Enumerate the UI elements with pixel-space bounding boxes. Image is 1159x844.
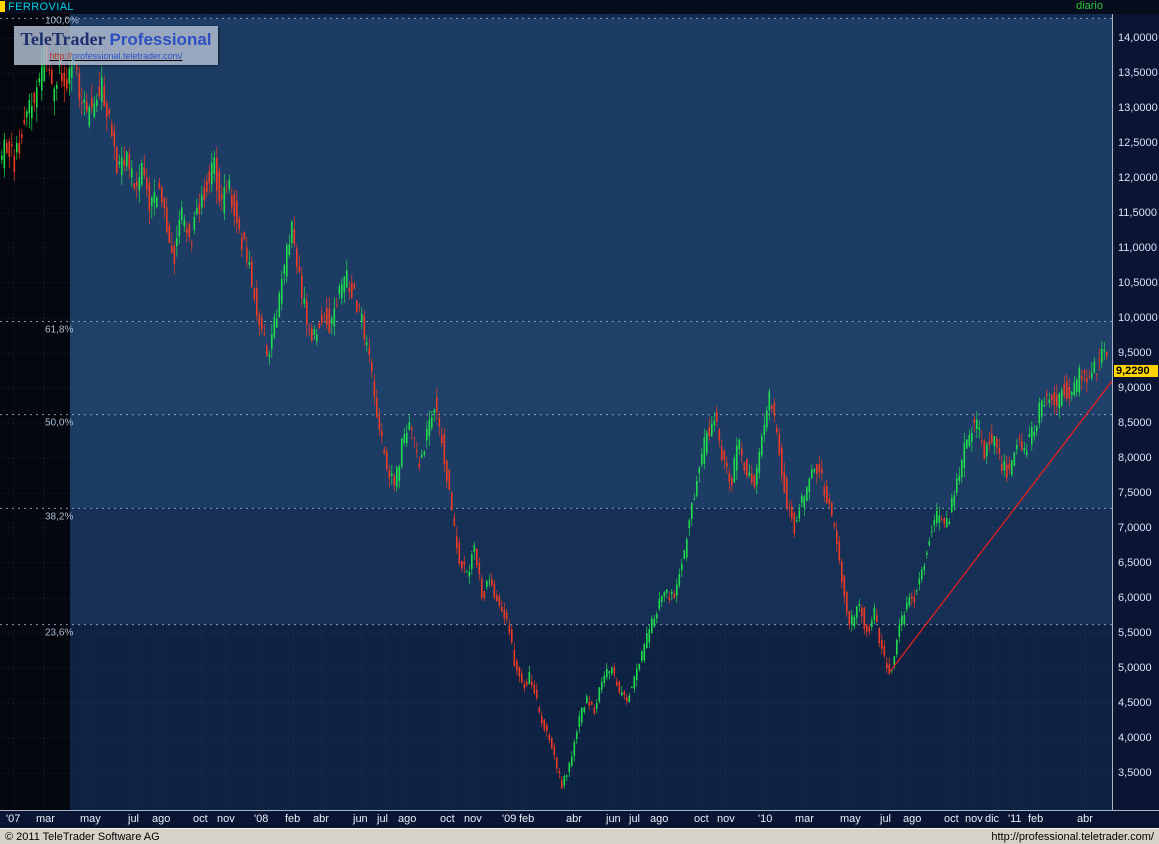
watermark-brand-professional: Professional <box>109 30 212 49</box>
time-tick-label: jul <box>128 813 140 825</box>
watermark-brand: TeleTrader Professional <box>20 29 212 50</box>
time-tick-label: '11 <box>1008 813 1022 825</box>
time-tick-label: jul <box>880 813 892 825</box>
price-tick-label: 6,5000 <box>1118 557 1152 569</box>
time-tick-label: abr <box>1077 813 1093 825</box>
price-tick-label: 13,0000 <box>1118 102 1158 114</box>
price-tick-label: 12,0000 <box>1118 172 1158 184</box>
price-tick-label: 10,0000 <box>1118 312 1158 324</box>
price-tick-label: 6,0000 <box>1118 592 1152 604</box>
price-tick-label: 4,0000 <box>1118 732 1152 744</box>
price-tick-label: 11,0000 <box>1118 242 1157 254</box>
fib-levels: 100,0% 61,8% 50,0% 38,2% 23,6% <box>0 15 1112 639</box>
price-tick-label: 9,5000 <box>1118 347 1152 359</box>
time-tick-label: may <box>840 813 861 825</box>
time-tick-label: feb <box>1028 813 1044 825</box>
fib-level-label: 100,0% <box>45 15 79 26</box>
time-tick-label: feb <box>285 813 301 825</box>
price-axis[interactable]: 9,2290 14,0000 13,5000 13,0000 12,5000 12,00… <box>1112 0 1159 810</box>
time-tick-label: nov <box>717 813 735 825</box>
time-tick-label: may <box>80 813 101 825</box>
price-tick-label: 13,5000 <box>1118 67 1158 79</box>
time-tick-label: ago <box>903 813 922 825</box>
chart-header: FERROVIAL diario <box>0 0 1159 14</box>
time-tick-label: mar <box>36 813 55 825</box>
time-tick-label: jun <box>606 813 621 825</box>
time-tick-label: '08 <box>254 813 269 825</box>
copyright-text: © 2011 TeleTrader Software AG <box>5 830 160 843</box>
price-tick-label: 9,0000 <box>1118 382 1152 394</box>
price-tick-label: 10,5000 <box>1118 277 1158 289</box>
trend-line[interactable] <box>889 380 1112 672</box>
time-tick-label: abr <box>313 813 329 825</box>
price-tick-label: 12,5000 <box>1118 137 1158 149</box>
time-tick-label: nov <box>217 813 235 825</box>
time-axis[interactable]: '07 mar may jul ago oct nov '08 feb abr jun jul ago o… <box>0 810 1159 828</box>
time-tick-label: jun <box>353 813 368 825</box>
watermark: TeleTrader Professional http://profession… <box>14 26 218 65</box>
price-tick-label: 7,5000 <box>1118 487 1152 499</box>
fib-level-label: 50,0% <box>45 418 73 429</box>
status-bar: © 2011 TeleTrader Software AG http://pro… <box>0 828 1159 844</box>
left-dark-band <box>0 0 70 810</box>
price-tick-label: 8,5000 <box>1118 417 1152 429</box>
fib-level-label: 38,2% <box>45 511 73 522</box>
watermark-brand-teletrader: TeleTrader <box>20 29 106 49</box>
time-tick-label: ago <box>398 813 417 825</box>
time-tick-label: ago <box>152 813 171 825</box>
time-tick-label: ago <box>650 813 669 825</box>
fib-level-label: 23,6% <box>45 628 73 639</box>
time-tick-label: mar <box>795 813 814 825</box>
candlestick-chart[interactable]: 100,0% 61,8% 50,0% 38,2% 23,6% <box>0 0 1112 810</box>
time-tick-label: nov <box>965 813 983 825</box>
fib-bands <box>0 0 1112 810</box>
time-tick-label: '10 <box>758 813 773 825</box>
fib-level-label: 61,8% <box>45 325 73 336</box>
time-tick-label: oct <box>694 813 709 825</box>
symbol-label: FERROVIAL <box>8 1 74 13</box>
candlestick-series <box>1 38 1108 789</box>
time-tick-label: feb <box>519 813 535 825</box>
window-icon <box>0 1 5 12</box>
time-tick-label: oct <box>944 813 959 825</box>
price-tick-label: 14,0000 <box>1118 32 1158 44</box>
time-tick-label: jul <box>377 813 389 825</box>
timeframe-label: diario <box>1076 0 1103 12</box>
watermark-url-scheme: http:// <box>49 51 72 61</box>
watermark-url: http://professional.teletrader.com/ <box>20 51 212 61</box>
last-price-tag: 9,2290 <box>1114 364 1158 377</box>
price-tick-label: 8,0000 <box>1118 452 1152 464</box>
time-tick-label: dic <box>985 813 1000 825</box>
price-tick-label: 7,0000 <box>1118 522 1152 534</box>
price-tick-label: 5,0000 <box>1118 662 1152 674</box>
time-tick-label: oct <box>440 813 455 825</box>
price-tick-label: 11,5000 <box>1118 207 1157 219</box>
time-tick-label: oct <box>193 813 208 825</box>
time-tick-label: jul <box>629 813 641 825</box>
price-tick-label: 3,5000 <box>1118 767 1152 779</box>
price-tick-label: 4,5000 <box>1118 697 1152 709</box>
price-tick-label: 5,5000 <box>1118 627 1152 639</box>
time-tick-label: abr <box>566 813 582 825</box>
time-tick-label: '09 <box>502 813 517 825</box>
time-tick-label: nov <box>464 813 482 825</box>
time-tick-label: '07 <box>6 813 21 825</box>
status-bar-url[interactable]: http://professional.teletrader.com/ <box>991 830 1154 843</box>
watermark-url-rest: professional.teletrader.com/ <box>71 51 183 61</box>
grid <box>0 14 1112 810</box>
